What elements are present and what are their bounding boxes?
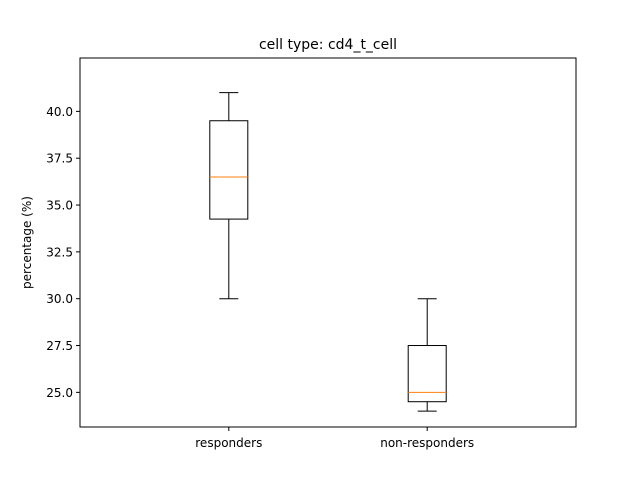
x-axis: responders non-responders <box>195 427 474 450</box>
y-tick-label: 35.0 <box>46 199 73 213</box>
y-axis-label: percentage (%) <box>20 196 34 289</box>
y-tick-label: 40.0 <box>46 105 73 119</box>
box-non-responders <box>407 298 447 412</box>
x-tick-label: responders <box>195 436 262 450</box>
box-responders <box>209 92 249 300</box>
y-tick-label: 30.0 <box>46 292 73 306</box>
x-tick-label: non-responders <box>380 436 474 450</box>
y-axis: 25.0 27.5 30.0 32.5 35.0 37.5 40.0 <box>46 105 80 400</box>
chart-title: cell type: cd4_t_cell <box>259 37 397 53</box>
y-tick-label: 37.5 <box>46 152 73 166</box>
iqr-box <box>209 120 249 220</box>
y-tick-label: 32.5 <box>46 245 73 259</box>
iqr-box <box>407 345 447 403</box>
box-series <box>209 92 447 412</box>
plot-area-frame <box>79 57 577 428</box>
y-tick-label: 27.5 <box>46 339 73 353</box>
y-tick-label: 25.0 <box>46 386 73 400</box>
